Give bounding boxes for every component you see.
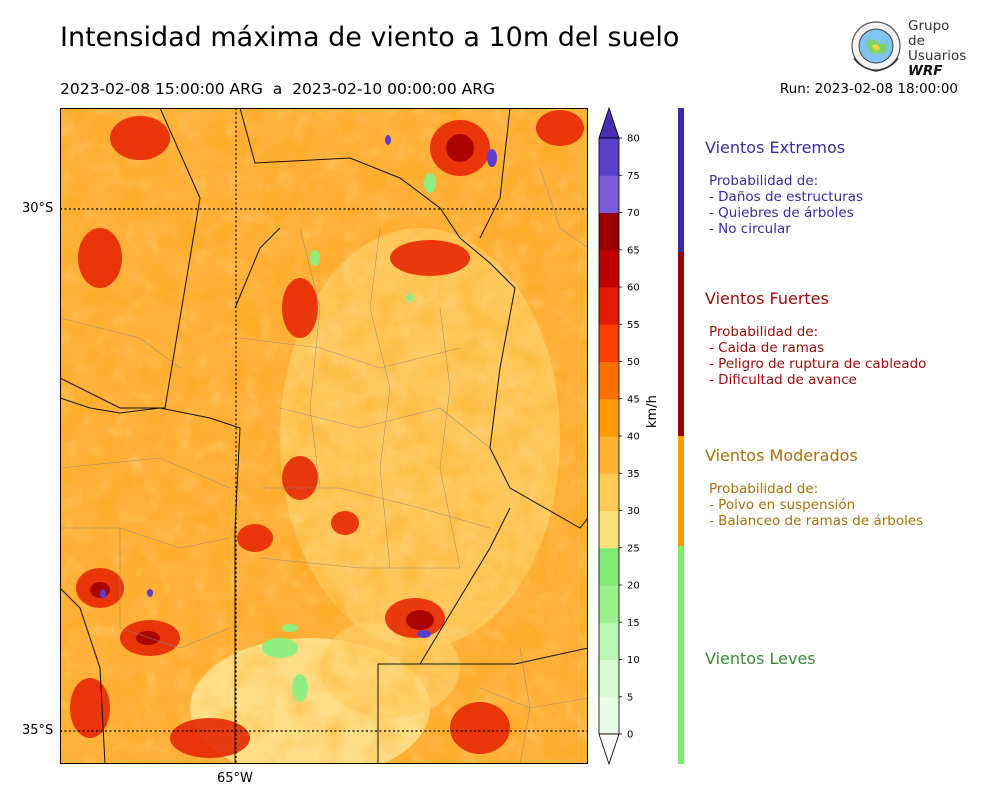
- wrf-group-logo: Grupo de Usuarios WRF: [848, 18, 968, 79]
- colorbar-tick-label: 75: [627, 171, 640, 182]
- logo-text: Grupo de Usuarios WRF: [908, 18, 967, 79]
- extreme-category-bar: [678, 108, 684, 252]
- colorbar-bin: [599, 138, 619, 176]
- colorbar-bin: [599, 361, 619, 400]
- category-item: - Dificultad de avance: [709, 372, 857, 388]
- colorbar-bin: [599, 696, 619, 735]
- category-item: - Polvo en suspensión: [709, 497, 856, 513]
- colorbar-bin: [599, 585, 619, 623]
- colorbar-tick-label: 60: [627, 283, 640, 294]
- colorbar-bin: [599, 175, 619, 213]
- province-borders: [60, 108, 588, 764]
- lat-label-30s: 30°S: [22, 201, 54, 216]
- map-title: Intensidad máxima de viento a 10m del su…: [60, 22, 680, 53]
- wind-field-plot: [60, 108, 588, 764]
- colorbar-tick-label: 40: [627, 432, 640, 443]
- category-light: Vientos Leves: [705, 649, 816, 668]
- category-strong: Vientos Fuertes Probabilidad de: - Caida…: [705, 289, 926, 388]
- colorbar-tick-label: 55: [627, 320, 640, 331]
- colorbar-tick-label: 35: [627, 469, 640, 480]
- colorbar-tick-label: 20: [627, 581, 640, 592]
- category-head: Probabilidad de:: [709, 324, 819, 340]
- category-head: Probabilidad de:: [709, 173, 819, 189]
- colorbar-tick-label: 65: [627, 245, 640, 256]
- lat-label-35s: 35°S: [22, 723, 54, 738]
- graticule: [60, 108, 588, 764]
- category-item: - No circular: [709, 221, 791, 237]
- category-extreme: Vientos Extremos Probabilidad de: - Daño…: [705, 138, 863, 237]
- forecast-period: 2023-02-08 15:00:00 ARG a 2023-02-10 00:…: [60, 80, 496, 98]
- category-head: Probabilidad de:: [709, 481, 819, 497]
- run-time: Run: 2023-02-08 18:00:00: [779, 81, 958, 97]
- light-wind-patches: [262, 173, 436, 702]
- colorbar-tick-label: 30: [627, 506, 640, 517]
- strong-category-bar: [678, 252, 684, 436]
- category-item: - Quiebres de árboles: [709, 205, 854, 221]
- colorbar-tick-label: 5: [627, 692, 633, 703]
- colorbar-tick-label: 15: [627, 618, 640, 629]
- colorbar: 0 5 10 15 20 25 30 35 40 45 50 55 60 65 70 75 80: [595, 105, 665, 770]
- category-title: Vientos Leves: [705, 649, 816, 668]
- colorbar-low-extension: [598, 733, 620, 766]
- colorbar-tick-label: 80: [627, 134, 640, 145]
- colorbar-tick-label: 25: [627, 543, 640, 554]
- wind-map: [60, 108, 588, 764]
- colorbar-bin: [599, 324, 619, 362]
- category-moderate: Vientos Moderados Probabilidad de: - Pol…: [705, 446, 923, 529]
- colorbar-bin: [599, 659, 619, 698]
- colorbar-bin: [599, 473, 619, 511]
- category-title: Vientos Extremos: [705, 138, 846, 157]
- colorbar-tick-label: 45: [627, 394, 640, 405]
- category-title: Vientos Moderados: [705, 446, 858, 465]
- category-item: - Caida de ramas: [709, 340, 825, 356]
- colorbar-bin: [599, 249, 619, 288]
- colorbar-bin: [599, 436, 619, 474]
- globe-emblem-icon: [851, 21, 901, 72]
- map-frame: [60, 108, 588, 764]
- colorbar-bin: [599, 212, 619, 251]
- colorbar-tick-label: 10: [627, 655, 640, 666]
- category-item: - Peligro de ruptura de cableado: [709, 356, 927, 372]
- extreme-wind-spots: [100, 135, 497, 638]
- colorbar-tick-label: 70: [627, 208, 640, 219]
- colorbar-bin: [599, 547, 619, 586]
- colorbar-tick-label: 0: [627, 730, 633, 741]
- department-borders: [60, 167, 588, 764]
- colorbar-tick-label: 50: [627, 357, 640, 368]
- colorbar-graphic: 0 5 10 15 20 25 30 35 40 45 50 55 60 65 70 75 80: [598, 106, 640, 766]
- colorbar-unit: km/h: [645, 395, 660, 428]
- moderate-category-bar: [678, 436, 684, 546]
- category-item: - Daños de estructuras: [709, 189, 864, 205]
- light-category-bar: [678, 546, 684, 764]
- colorbar-bin: [599, 622, 619, 660]
- colorbar-bin: [599, 287, 619, 325]
- colorbar-high-extension: [598, 106, 620, 139]
- category-item: - Balanceo de ramas de árboles: [709, 513, 924, 529]
- colorbar-bin: [599, 398, 619, 437]
- colorbar-bin: [599, 510, 619, 549]
- lon-label-65w: 65°W: [217, 771, 253, 786]
- category-title: Vientos Fuertes: [705, 289, 829, 308]
